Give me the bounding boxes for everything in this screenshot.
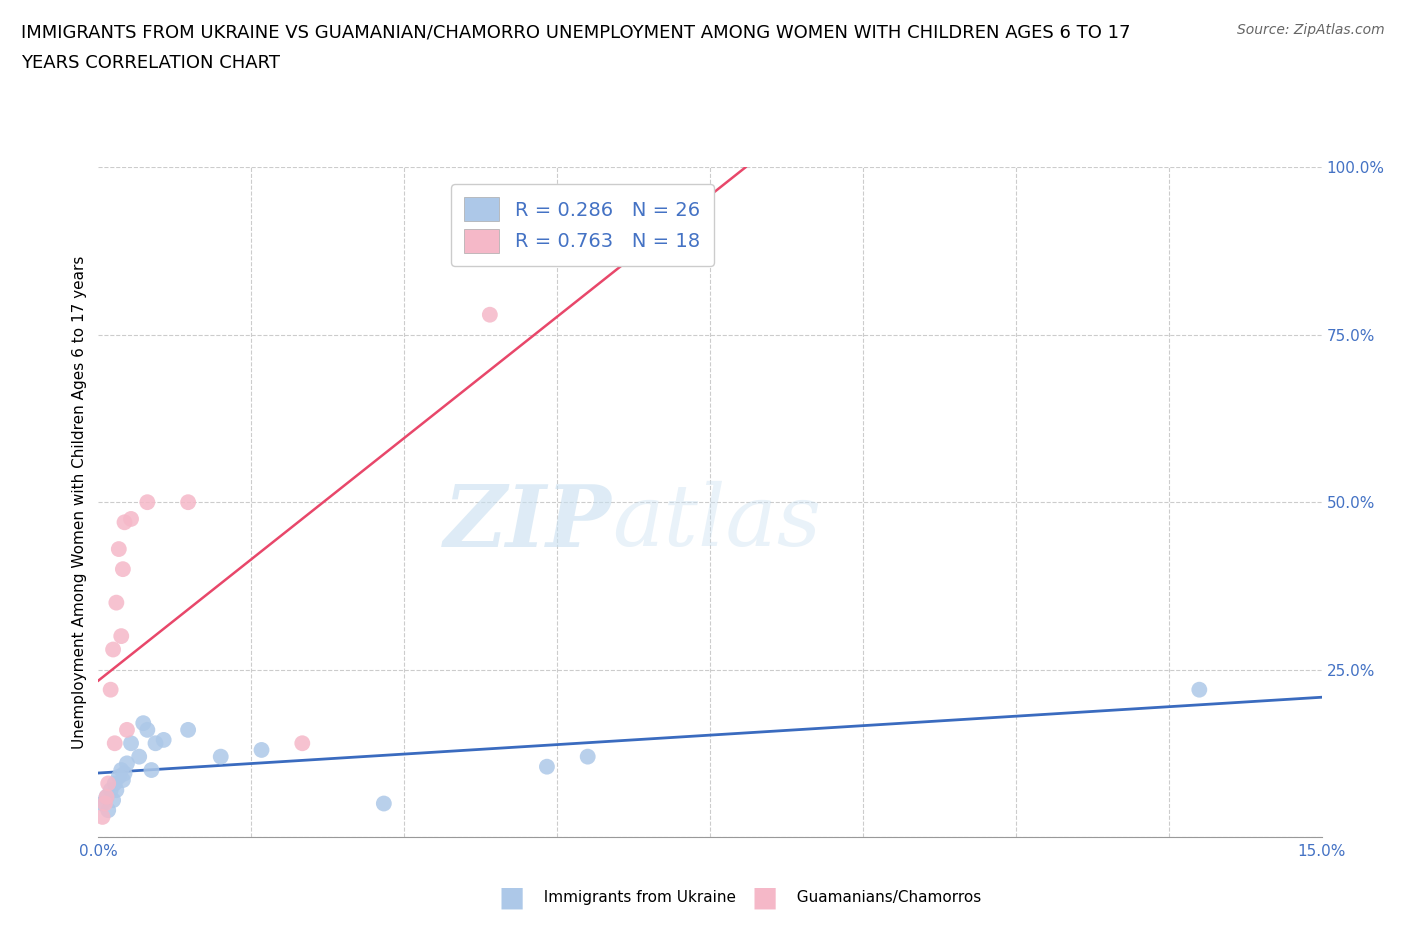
Point	[209, 750, 232, 764]
Point	[108, 769, 131, 784]
Point	[105, 595, 128, 610]
Point	[96, 790, 118, 804]
Point	[177, 495, 200, 510]
Point	[97, 776, 120, 790]
Point	[141, 763, 163, 777]
Text: Source: ZipAtlas.com: Source: ZipAtlas.com	[1237, 23, 1385, 37]
Point	[101, 642, 124, 657]
Point	[91, 796, 114, 811]
Legend: R = 0.286   N = 26, R = 0.763   N = 18: R = 0.286 N = 26, R = 0.763 N = 18	[451, 184, 714, 266]
Point	[291, 736, 314, 751]
Point	[110, 763, 132, 777]
Point	[373, 796, 395, 811]
Point	[111, 562, 134, 577]
Point	[94, 796, 117, 811]
Point	[177, 723, 200, 737]
Point	[536, 759, 558, 774]
Point	[120, 512, 142, 526]
Point	[478, 307, 501, 322]
Point	[145, 736, 167, 751]
Text: ZIP: ZIP	[444, 481, 612, 564]
Point	[136, 723, 159, 737]
Point	[111, 773, 134, 788]
Text: atlas: atlas	[612, 481, 821, 564]
Point	[120, 736, 142, 751]
Point	[100, 683, 122, 698]
Point	[100, 783, 122, 798]
Text: IMMIGRANTS FROM UKRAINE VS GUAMANIAN/CHAMORRO UNEMPLOYMENT AMONG WOMEN WITH CHIL: IMMIGRANTS FROM UKRAINE VS GUAMANIAN/CHA…	[21, 23, 1130, 41]
Point	[114, 766, 136, 781]
Point	[105, 783, 128, 798]
Point	[96, 790, 118, 804]
Point	[108, 541, 131, 556]
Point	[136, 495, 159, 510]
Text: Immigrants from Ukraine: Immigrants from Ukraine	[534, 890, 737, 905]
Point	[115, 723, 138, 737]
Point	[132, 716, 155, 731]
Point	[104, 736, 127, 751]
Point	[115, 756, 138, 771]
Point	[104, 776, 127, 790]
Text: Guamanians/Chamorros: Guamanians/Chamorros	[787, 890, 981, 905]
Point	[97, 803, 120, 817]
Point	[128, 750, 150, 764]
Point	[110, 629, 132, 644]
Point	[1188, 683, 1211, 698]
Point	[101, 792, 124, 807]
Text: YEARS CORRELATION CHART: YEARS CORRELATION CHART	[21, 54, 280, 72]
Point	[114, 515, 136, 530]
Point	[91, 809, 114, 824]
Point	[250, 742, 273, 757]
Point	[576, 750, 599, 764]
Y-axis label: Unemployment Among Women with Children Ages 6 to 17 years: Unemployment Among Women with Children A…	[72, 256, 87, 749]
Text: ■: ■	[499, 884, 534, 911]
Text: ■: ■	[752, 884, 787, 911]
Point	[152, 733, 174, 748]
